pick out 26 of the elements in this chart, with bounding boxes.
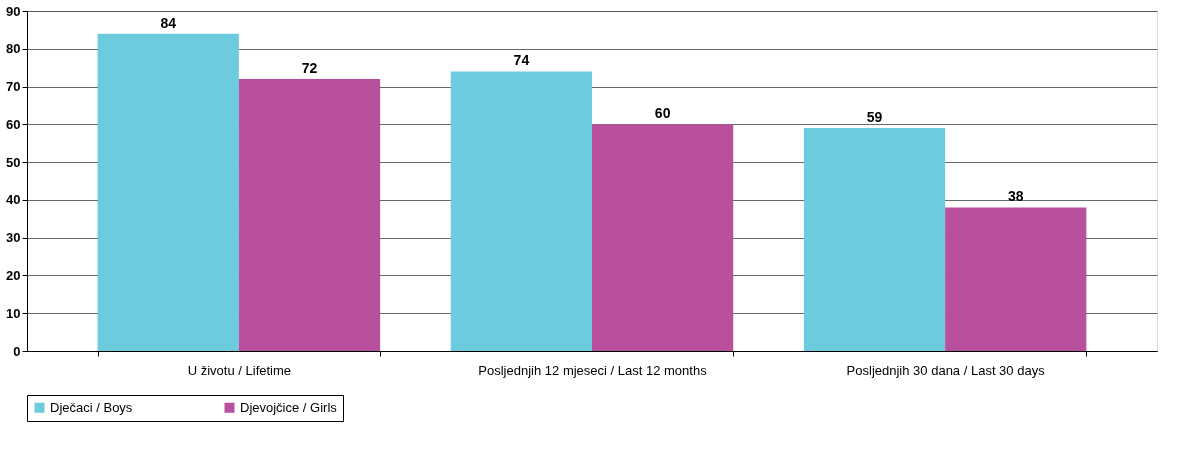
y-tick-label: 90: [6, 3, 21, 19]
x-tick-label: U životu / Lifetime: [187, 362, 292, 378]
legend-label: Dječaci / Boys: [50, 399, 133, 415]
x-tick-label: Posljednjih 12 mjeseci / Last 12 months: [478, 362, 708, 378]
y-tick-label: 80: [6, 41, 21, 57]
bar: [592, 124, 734, 351]
y-tick-label: 30: [6, 230, 21, 246]
bar: [803, 128, 946, 351]
bar: [945, 207, 1087, 351]
y-tick-label: 40: [6, 192, 21, 208]
data-label: 72: [301, 60, 318, 76]
bar: [238, 79, 381, 351]
y-tick-label: 0: [13, 343, 21, 359]
data-label: 84: [160, 14, 177, 31]
y-tick-label: 20: [6, 267, 21, 283]
y-tick-label: 70: [6, 79, 21, 95]
y-tick-label: 60: [6, 116, 21, 132]
y-tick-label: 50: [6, 154, 21, 170]
y-tick-label: 10: [6, 305, 21, 321]
data-label: 59: [866, 109, 883, 126]
legend-label: Djevojčice / Girls: [240, 399, 338, 415]
x-tick-label: Posljednjih 30 dana / Last 30 days: [846, 362, 1046, 378]
data-label: 60: [654, 105, 671, 122]
bar: [97, 33, 239, 351]
data-label: 74: [513, 52, 530, 69]
bar: [450, 71, 592, 351]
